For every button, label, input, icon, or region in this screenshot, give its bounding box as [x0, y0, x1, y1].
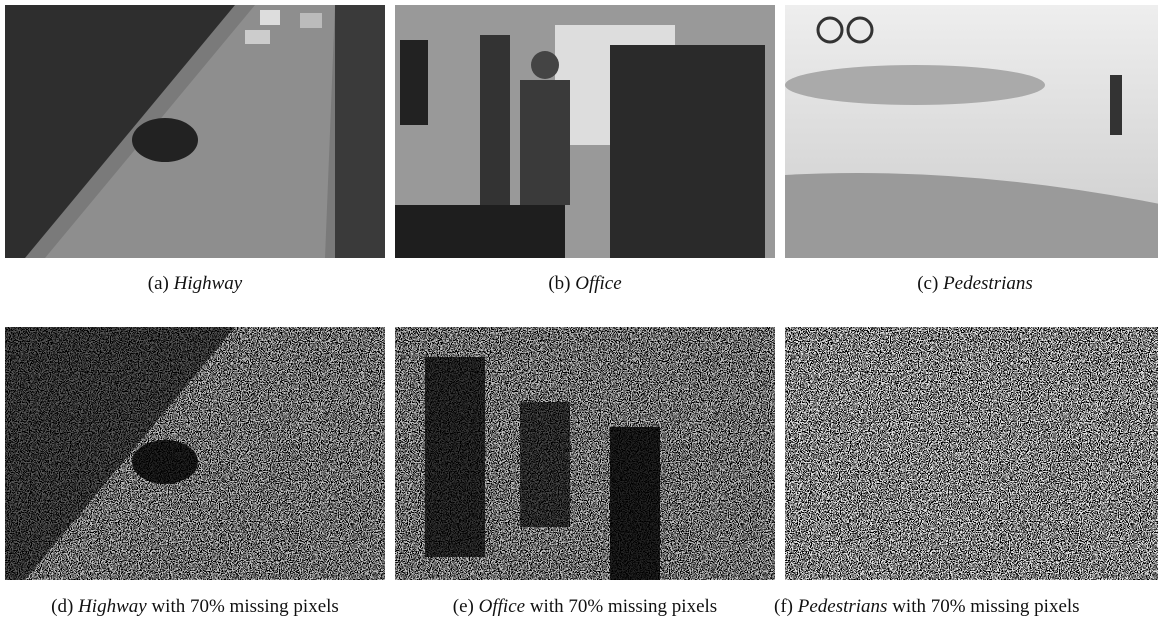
image-office-missing [395, 327, 775, 580]
caption: (d) Highway with 70% missing pixels [0, 595, 390, 618]
image-pedestrians [785, 5, 1158, 258]
caption-label: (b) [548, 273, 570, 294]
caption-name: Pedestrians [943, 273, 1033, 294]
caption: (a) Highway [0, 272, 390, 295]
caption: (f) Pedestrians with 70% missing pixels [774, 595, 1158, 618]
caption-name: Pedestrians [798, 596, 888, 617]
caption-text: with 70% missing pixels [530, 596, 717, 617]
caption: (c) Pedestrians [780, 272, 1158, 295]
caption-name: Office [575, 273, 621, 294]
caption-name: Highway [78, 596, 147, 617]
caption-label: (c) [917, 273, 938, 294]
caption: (b) Office [390, 272, 780, 295]
caption-label: (e) [453, 596, 474, 617]
caption-label: (f) [774, 596, 793, 617]
caption-label: (a) [148, 273, 169, 294]
image-pedestrians-missing [785, 327, 1158, 580]
caption-name: Highway [174, 273, 243, 294]
image-highway [5, 5, 385, 258]
figure: (a) Highway (b) Office (c) Pedestrians (… [0, 0, 1158, 642]
caption-text: with 70% missing pixels [151, 596, 338, 617]
image-highway-missing [5, 327, 385, 580]
caption: (e) Office with 70% missing pixels [390, 595, 780, 618]
caption-label: (d) [51, 596, 73, 617]
caption-text: with 70% missing pixels [892, 596, 1079, 617]
caption-name: Office [479, 596, 525, 617]
image-office [395, 5, 775, 258]
